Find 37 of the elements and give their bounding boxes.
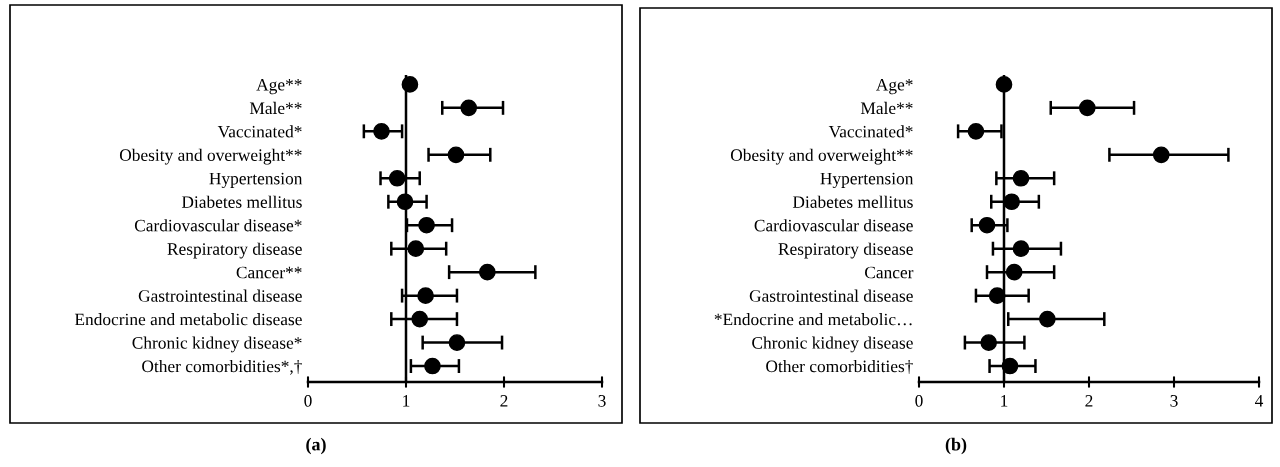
- y-tick-label: Cancer**: [236, 266, 302, 279]
- y-tick-label: Age**: [256, 78, 302, 95]
- y-tick-label: Hypertension: [820, 172, 914, 189]
- y-tick-label: *Endocrine and metabolic…: [714, 313, 912, 326]
- y-tick-label: Chronic kidney disease: [752, 336, 913, 353]
- x-tick-label: 1: [403, 395, 410, 407]
- text: (a): [306, 437, 326, 455]
- y-tick-label: Diabetes mellitus: [792, 195, 913, 208]
- y-tick-label: Obesity and overweight**: [730, 148, 913, 165]
- y-tick-label: Obesity and overweight**: [119, 148, 302, 165]
- y-tick-label: Gastrointestinal disease: [138, 289, 302, 302]
- y-tick-label: Respiratory disease: [167, 242, 302, 259]
- x-tick-label: 0: [915, 395, 923, 407]
- y-tick-label: Male**: [860, 101, 913, 115]
- y-tick-label: Cardiovascular disease*: [134, 219, 302, 232]
- x-tick-label: 2: [500, 395, 508, 407]
- text: (b): [945, 437, 967, 455]
- y-tick-label: Male**: [249, 101, 302, 115]
- y-tick-label: Age*: [876, 78, 913, 95]
- x-tick-label: 4: [1255, 395, 1264, 407]
- y-tick-label: Vaccinated*: [828, 125, 913, 138]
- y-tick-label: Vaccinated*: [217, 125, 302, 138]
- y-tick-label: Diabetes mellitus: [181, 195, 302, 208]
- y-tick-label: Cancer: [865, 266, 914, 279]
- x-tick-label: 0: [304, 395, 312, 407]
- x-tick-label: 1: [1001, 395, 1008, 407]
- y-tick-label: Chronic kidney disease*: [132, 336, 302, 353]
- x-tick-label: 3: [1170, 395, 1178, 407]
- y-tick-label: Respiratory disease: [778, 242, 913, 259]
- y-tick-label: Other comorbidities†: [766, 360, 913, 375]
- y-tick-label: Gastrointestinal disease: [749, 289, 913, 302]
- x-tick-label: 3: [598, 395, 606, 407]
- x-tick-label: 2: [1085, 395, 1093, 407]
- y-tick-label: Cardiovascular disease: [754, 219, 913, 232]
- y-tick-label: Other comorbidities*,†: [142, 360, 302, 375]
- y-tick-label: Endocrine and metabolic disease: [74, 313, 302, 326]
- y-tick-label: Hypertension: [209, 172, 303, 189]
